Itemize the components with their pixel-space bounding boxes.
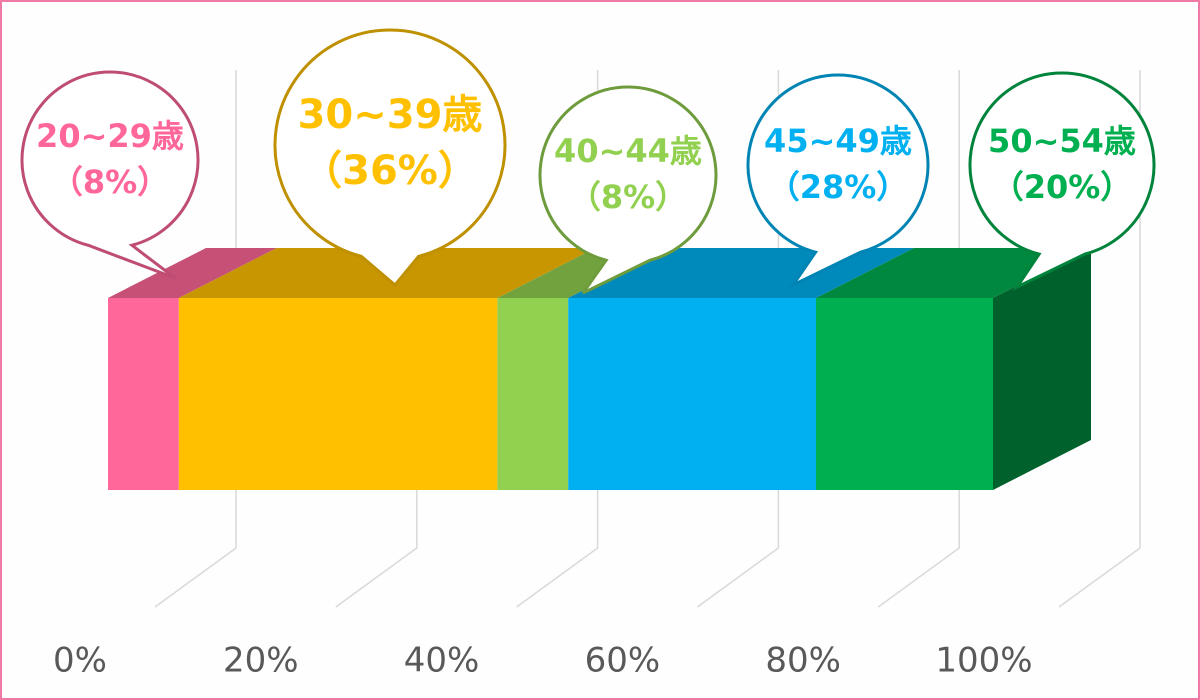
callout-name: 30~39歳: [298, 92, 483, 138]
bar-top: [816, 248, 1091, 298]
x-tick-label: 80%: [765, 641, 841, 681]
grid-line: [877, 70, 960, 608]
bar: [108, 298, 179, 490]
callout-bubble: [273, 28, 507, 288]
callout-name: 40~44歳: [554, 132, 702, 170]
x-tick-label: 40%: [404, 641, 480, 681]
data-label: （36%）: [302, 148, 478, 194]
callout-name: 45~49歳: [764, 122, 912, 160]
bar: [178, 298, 498, 490]
callout-bubble: [538, 85, 718, 295]
callout-name: 20~29歳: [36, 117, 184, 155]
bar-side: [993, 248, 1091, 490]
x-tick-label: 0%: [53, 641, 107, 681]
callout-bubble: [968, 71, 1156, 291]
data-label: （8%）: [51, 163, 169, 201]
data-label: （28%）: [768, 168, 909, 206]
data-label: （8%）: [569, 178, 687, 216]
bar: [497, 298, 569, 490]
bar: [568, 298, 816, 490]
data-label: （20%）: [992, 168, 1133, 206]
callout-name: 50~54歳: [988, 122, 1136, 160]
grid-line: [154, 70, 237, 608]
x-tick-label: 20%: [223, 641, 299, 681]
x-tick-label: 60%: [585, 641, 661, 681]
callout-bubble: [746, 73, 930, 289]
callout-bubble: [20, 70, 200, 280]
bar: [816, 298, 993, 490]
grid-line: [1058, 70, 1141, 608]
bar-top: [108, 248, 277, 298]
x-tick-label: 100%: [935, 641, 1032, 681]
